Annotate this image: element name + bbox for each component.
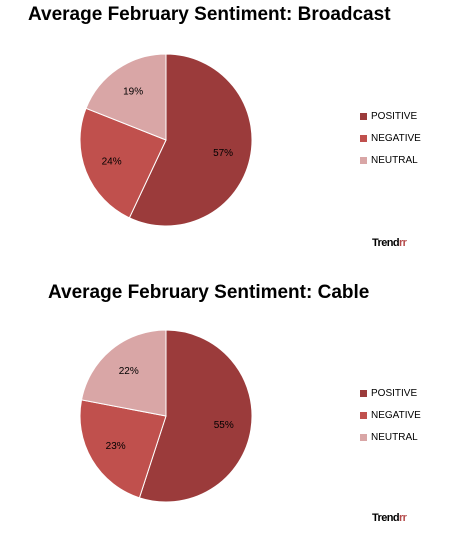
- chart-legend: POSITIVE NEGATIVE NEUTRAL: [360, 388, 421, 454]
- legend-label: NEUTRAL: [371, 432, 418, 443]
- chart-title: Average February Sentiment: Broadcast: [28, 4, 391, 25]
- legend-item-negative: NEGATIVE: [360, 410, 421, 421]
- legend-label: POSITIVE: [371, 388, 418, 399]
- legend-item-positive: POSITIVE: [360, 388, 421, 399]
- pie-slice-neutral: [85, 53, 167, 141]
- brand-logo: Trendrr: [372, 237, 407, 249]
- legend-label: NEUTRAL: [371, 155, 418, 166]
- slice-label-positive: 57%: [213, 148, 233, 159]
- slice-label-negative: 23%: [106, 441, 126, 452]
- chart-panel-cable: Average February Sentiment: Cable 55% 23%…: [0, 272, 462, 544]
- legend-item-neutral: NEUTRAL: [360, 155, 421, 166]
- pie-chart: 57% 24% 19%: [79, 53, 253, 227]
- pie-slice-positive: [128, 53, 253, 227]
- chart-panel-broadcast: Average February Sentiment: Broadcast 57…: [28, 4, 421, 249]
- chart-legend: POSITIVE NEGATIVE NEUTRAL: [360, 111, 421, 177]
- legend-label: NEGATIVE: [371, 410, 421, 421]
- legend-swatch: [360, 434, 367, 441]
- pie-slice-neutral: [80, 329, 167, 417]
- brand-logo: Trendrr: [372, 512, 407, 524]
- pie-chart: 55% 23% 22%: [79, 329, 253, 503]
- legend-swatch: [360, 113, 367, 120]
- legend-label: POSITIVE: [371, 111, 418, 122]
- legend-item-negative: NEGATIVE: [360, 133, 421, 144]
- slice-label-negative: 24%: [102, 157, 122, 168]
- pie-slice-negative: [79, 399, 167, 499]
- legend-swatch: [360, 157, 367, 164]
- legend-swatch: [360, 390, 367, 397]
- slice-label-neutral: 19%: [123, 87, 143, 98]
- legend-swatch: [360, 412, 367, 419]
- pie-slice-negative: [79, 107, 167, 219]
- slice-label-positive: 55%: [214, 420, 234, 431]
- legend-swatch: [360, 135, 367, 142]
- legend-label: NEGATIVE: [371, 133, 421, 144]
- chart-title: Average February Sentiment: Cable: [48, 282, 370, 303]
- legend-item-positive: POSITIVE: [360, 111, 421, 122]
- slice-label-neutral: 22%: [119, 366, 139, 377]
- legend-item-neutral: NEUTRAL: [360, 432, 421, 443]
- pie-slice-positive: [138, 329, 253, 503]
